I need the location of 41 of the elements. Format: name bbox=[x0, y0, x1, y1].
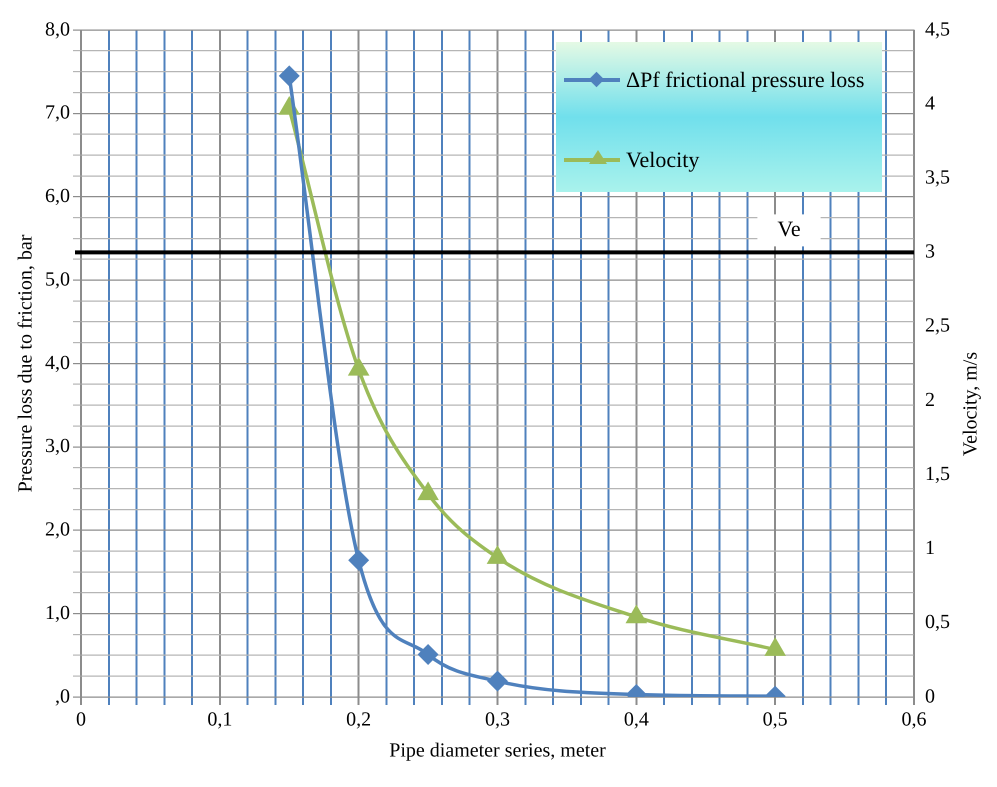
y-axis-title: Pressure loss due to friction, bar bbox=[14, 234, 36, 492]
y-tick-label: 4,0 bbox=[45, 352, 70, 374]
point bbox=[348, 550, 368, 570]
x-tick-label: 0,5 bbox=[762, 708, 788, 730]
y-tick-label: 8,0 bbox=[45, 18, 70, 40]
y2-tick-label: 3,5 bbox=[925, 166, 950, 188]
y2-tick-label: 4 bbox=[925, 92, 935, 114]
y2-tick-label: 0,5 bbox=[925, 611, 950, 634]
point bbox=[418, 483, 438, 500]
x-tick-label: 0 bbox=[76, 708, 86, 730]
y2-tick-label: 0 bbox=[925, 685, 935, 708]
y-tick-label: 2,0 bbox=[45, 518, 70, 540]
x-tick-label: 0,2 bbox=[346, 708, 372, 730]
point bbox=[488, 671, 508, 691]
point bbox=[488, 546, 508, 564]
x-tick-label: 0,4 bbox=[624, 708, 649, 730]
x-tick-label: 0,6 bbox=[902, 708, 926, 730]
point bbox=[280, 66, 299, 86]
y2-tick-label: 3 bbox=[925, 240, 935, 263]
y2-tick-label: 1,5 bbox=[925, 462, 950, 485]
x-tick-label: 0,3 bbox=[485, 708, 510, 730]
y-tick-label: ,0 bbox=[55, 685, 70, 708]
ref-line-label: Ve bbox=[777, 216, 801, 242]
x-axis-title: Pipe diameter series, meter bbox=[389, 739, 606, 762]
point bbox=[349, 358, 368, 376]
y2-axis-title: Velocity, m/s bbox=[956, 345, 986, 462]
legend-label: Velocity bbox=[626, 146, 700, 174]
y-tick-label: 5,0 bbox=[45, 268, 70, 290]
x-tick-label: 0,1 bbox=[207, 708, 232, 730]
point bbox=[626, 606, 646, 624]
point bbox=[418, 644, 438, 664]
y2-tick-label: 4,5 bbox=[925, 18, 950, 40]
y2-tick-label: 1 bbox=[925, 537, 935, 560]
point bbox=[766, 638, 785, 656]
y-tick-label: 7,0 bbox=[45, 102, 70, 124]
y-tick-label: 1,0 bbox=[45, 602, 70, 624]
y-tick-label: 3,0 bbox=[45, 435, 70, 458]
y-tick-label: 6,0 bbox=[45, 185, 70, 207]
y2-tick-label: 2 bbox=[925, 388, 935, 411]
y2-tick-label: 2,5 bbox=[925, 314, 950, 337]
legend-label: ΔPf frictional pressure loss bbox=[626, 66, 866, 94]
